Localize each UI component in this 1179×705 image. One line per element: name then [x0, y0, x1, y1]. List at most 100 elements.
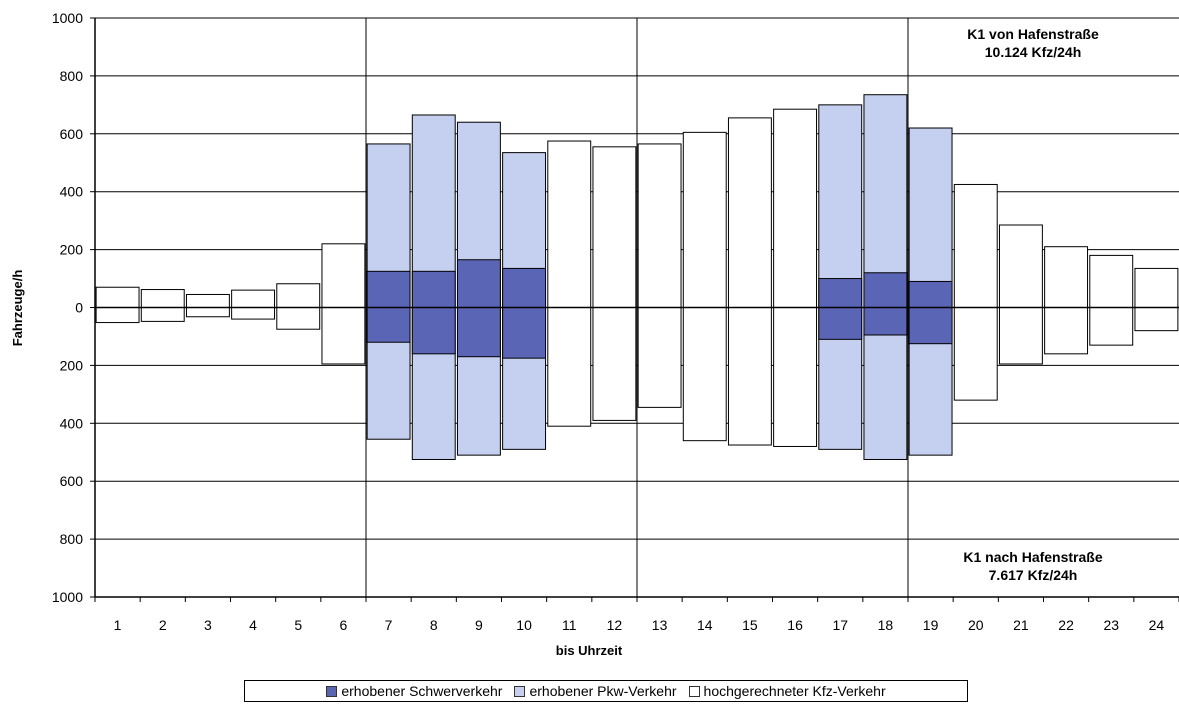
y-tick-label: 400 — [60, 184, 84, 200]
x-tick-label: 4 — [249, 617, 257, 633]
lower-direction-total: 7.617 Kfz/24h — [989, 567, 1078, 583]
legend-label-pkw: erhobener Pkw-Verkehr — [529, 683, 677, 699]
bar-lower-s2-h11 — [547, 307, 592, 427]
legend-swatch-pkw — [514, 685, 526, 697]
bar-lower-s0-h8 — [411, 307, 456, 355]
bar-upper-s2-h12 — [592, 146, 637, 308]
lower-direction-title: K1 nach Hafenstraße — [963, 549, 1102, 565]
bar-lower-s2-h24 — [1134, 307, 1179, 332]
axes — [90, 17, 1179, 602]
bar-lower-s0-h10 — [502, 307, 547, 359]
x-tick-label: 18 — [878, 617, 894, 633]
bar-lower-s0-h19 — [908, 307, 953, 345]
bar-upper-s2-h14 — [682, 131, 727, 308]
bar-lower-s0-h9 — [456, 307, 501, 358]
bar-upper-s0-h7 — [366, 270, 411, 308]
legend-label-schwerverkehr: erhobener Schwerverkehr — [341, 683, 503, 699]
bar-upper-s2-h4 — [231, 289, 276, 309]
bars — [95, 94, 1179, 460]
bar-lower-s2-h14 — [682, 307, 727, 442]
x-tick-label: 10 — [516, 617, 532, 633]
y-tick-label: 800 — [60, 68, 84, 84]
bar-lower-s0-h17 — [818, 307, 863, 340]
x-tick-label: 15 — [742, 617, 758, 633]
bar-lower-s2-h16 — [773, 307, 818, 447]
bar-lower-s2-h5 — [276, 307, 321, 330]
bar-upper-s2-h6 — [321, 243, 366, 308]
y-tick-labels: 1000 800 600 400 200 0 200 400 600 800 1000 — [52, 10, 83, 605]
bar-lower-s2-h6 — [321, 307, 366, 365]
x-tick-label: 20 — [968, 617, 984, 633]
y-tick-label: 800 — [60, 531, 84, 547]
bar-lower-s2-h1 — [95, 307, 140, 324]
x-tick-label: 12 — [607, 617, 623, 633]
x-tick-label: 1 — [114, 617, 122, 633]
x-tick-label: 19 — [923, 617, 939, 633]
x-tick-label: 22 — [1058, 617, 1074, 633]
bar-lower-s2-h23 — [1089, 307, 1134, 346]
x-axis-label: bis Uhrzeit — [556, 643, 623, 658]
x-tick-label: 14 — [697, 617, 713, 633]
y-tick-label: 600 — [60, 473, 84, 489]
bar-upper-s0-h8 — [411, 270, 456, 308]
bar-lower-s2-h2 — [140, 307, 185, 322]
y-tick-label: 200 — [60, 357, 84, 373]
y-tick-label: 200 — [60, 242, 84, 258]
bar-upper-s2-h20 — [953, 183, 998, 308]
y-tick-label: 0 — [75, 300, 83, 316]
bar-lower-s0-h7 — [366, 307, 411, 343]
bar-upper-s2-h1 — [95, 286, 140, 308]
bar-upper-s0-h19 — [908, 280, 953, 309]
x-tick-label: 24 — [1149, 617, 1165, 633]
bar-lower-s2-h4 — [231, 307, 276, 320]
bar-lower-s2-h13 — [637, 307, 682, 408]
bar-upper-s2-h2 — [140, 289, 185, 308]
bar-lower-s2-h22 — [1044, 307, 1089, 355]
bar-lower-s2-h15 — [727, 307, 772, 446]
legend-item-schwerverkehr: erhobener Schwerverkehr — [326, 683, 502, 699]
x-tick-label: 3 — [204, 617, 212, 633]
x-tick-label: 17 — [832, 617, 848, 633]
bar-lower-s2-h21 — [998, 307, 1043, 365]
x-tick-label: 2 — [159, 617, 167, 633]
bar-upper-s2-h11 — [547, 140, 592, 308]
y-tick-label: 1000 — [52, 10, 83, 26]
bar-upper-s0-h9 — [456, 259, 501, 309]
legend-label-kfz: hochgerechneter Kfz-Verkehr — [703, 683, 886, 699]
bar-upper-s2-h3 — [185, 293, 230, 309]
x-tick-label: 5 — [294, 617, 302, 633]
x-tick-label: 8 — [430, 617, 438, 633]
bar-upper-s0-h18 — [863, 272, 908, 309]
y-tick-label: 600 — [60, 126, 84, 142]
bar-upper-s2-h22 — [1044, 246, 1089, 308]
x-tick-label: 6 — [340, 617, 348, 633]
x-tick-label: 16 — [787, 617, 803, 633]
bar-upper-s2-h21 — [998, 224, 1043, 308]
bar-upper-s2-h13 — [637, 143, 682, 308]
upper-direction-title: K1 von Hafenstraße — [967, 26, 1099, 42]
bar-upper-s2-h23 — [1089, 254, 1134, 308]
x-tick-labels: 1 2 3 4 5 6 7 8 9 10 11 12 13 14 15 16 17 18 19 20 21 22 23 24 — [114, 617, 1165, 633]
bar-lower-s2-h3 — [185, 307, 230, 318]
y-tick-label: 400 — [60, 415, 84, 431]
y-axis-label: Fahrzeuge/h — [10, 270, 25, 347]
bar-upper-s2-h5 — [276, 283, 321, 308]
legend-item-kfz: hochgerechneter Kfz-Verkehr — [688, 683, 886, 699]
bar-lower-s2-h12 — [592, 307, 637, 421]
x-tick-label: 9 — [475, 617, 483, 633]
bar-upper-s2-h16 — [773, 108, 818, 308]
x-tick-label: 7 — [385, 617, 393, 633]
y-tick-label: 1000 — [52, 589, 83, 605]
legend-item-pkw: erhobener Pkw-Verkehr — [514, 683, 677, 699]
bar-upper-s0-h10 — [502, 267, 547, 309]
legend-swatch-kfz — [688, 685, 700, 697]
x-tick-label: 21 — [1013, 617, 1029, 633]
bar-upper-s1-h19 — [908, 127, 953, 308]
bar-upper-s1-h18 — [863, 94, 908, 308]
legend-swatch-schwerverkehr — [326, 685, 338, 697]
bar-lower-s2-h20 — [953, 307, 998, 401]
bar-upper-s1-h17 — [818, 104, 863, 308]
bar-lower-s0-h18 — [863, 307, 908, 336]
legend: erhobener Schwerverkehr erhobener Pkw-Ve… — [244, 680, 968, 702]
